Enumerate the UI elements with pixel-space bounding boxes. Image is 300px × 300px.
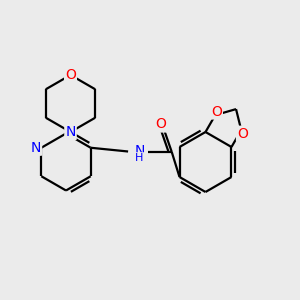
Text: N: N xyxy=(134,144,145,158)
Text: O: O xyxy=(156,118,167,131)
Text: O: O xyxy=(65,68,76,82)
Text: N: N xyxy=(65,125,76,139)
Text: H: H xyxy=(135,153,144,163)
Text: O: O xyxy=(211,104,222,118)
Text: N: N xyxy=(31,141,41,155)
Text: O: O xyxy=(237,127,248,141)
